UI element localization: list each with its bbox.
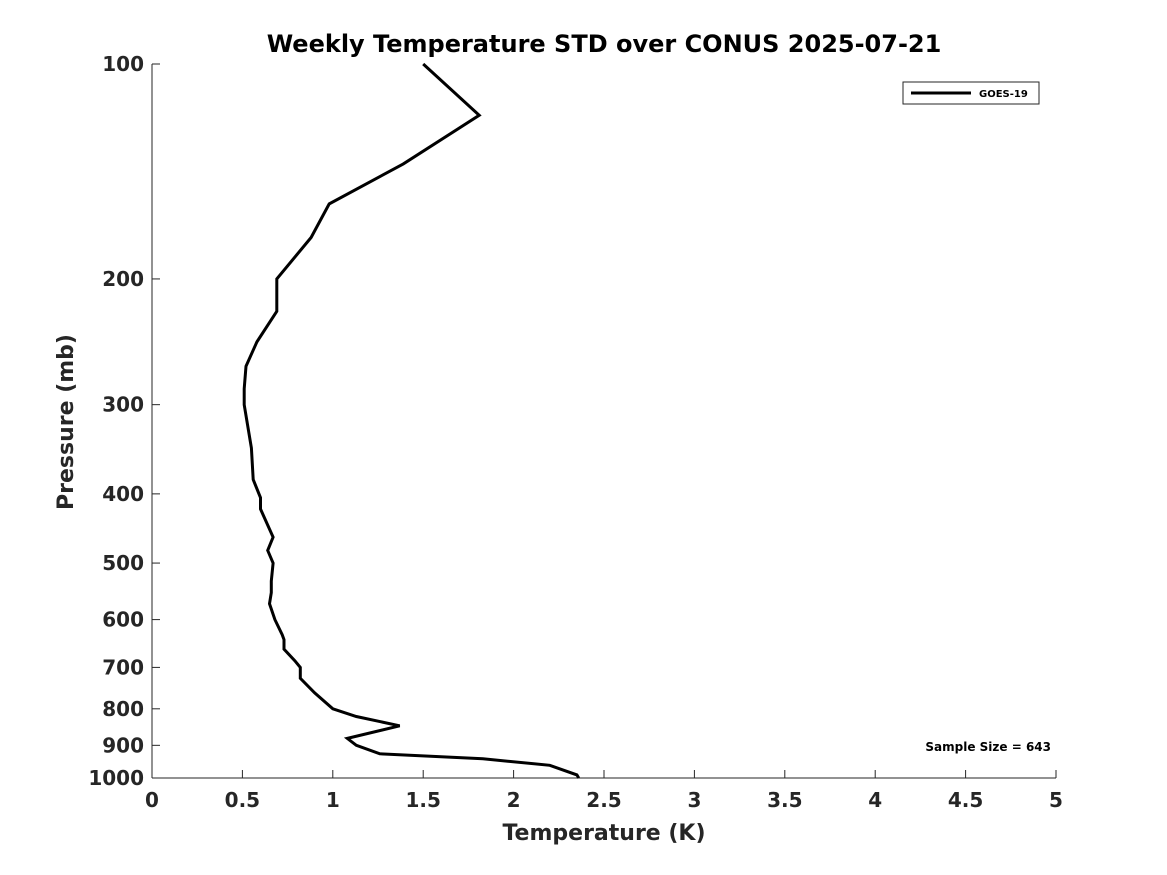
- sample-size-annotation: Sample Size = 643: [925, 740, 1051, 754]
- chart-title: Weekly Temperature STD over CONUS 2025-0…: [267, 30, 942, 58]
- x-tick-label: 3.5: [767, 788, 802, 812]
- legend-entry: GOES-19: [979, 89, 1028, 100]
- series-line-goes-19: [242, 62, 580, 779]
- y-tick-label: 500: [102, 551, 144, 575]
- y-tick-label: 700: [102, 655, 144, 679]
- x-tick-label: 0.5: [225, 788, 260, 812]
- x-tick-label: 4.5: [948, 788, 983, 812]
- y-tick-label: 900: [102, 733, 144, 757]
- y-tick-label: 300: [102, 393, 144, 417]
- y-axis-label: Pressure (mb): [54, 334, 79, 510]
- x-tick-label: 1: [326, 788, 340, 812]
- y-tick-label: 800: [102, 697, 144, 721]
- y-tick-label: 100: [102, 52, 144, 76]
- y-tick-label: 1000: [88, 766, 144, 790]
- y-tick-label: 400: [102, 482, 144, 506]
- plot-area: [152, 64, 1056, 778]
- x-tick-label: 3: [687, 788, 701, 812]
- y-tick-label: 200: [102, 267, 144, 291]
- x-tick-label: 2: [507, 788, 521, 812]
- y-ticks: 100 200 300 400 500 600 700 800 900 1000: [88, 52, 160, 790]
- x-tick-label: 4: [868, 788, 882, 812]
- x-tick-label: 0: [145, 788, 159, 812]
- legend: GOES-19: [902, 81, 1040, 105]
- x-tick-label: 1.5: [405, 788, 440, 812]
- y-tick-label: 600: [102, 608, 144, 632]
- x-axis-label: Temperature (K): [502, 821, 705, 846]
- x-tick-label: 5: [1049, 788, 1063, 812]
- x-tick-label: 2.5: [586, 788, 621, 812]
- x-ticks: 0 0.5 1 1.5 2 2.5 3 3.5 4 4.5 5: [145, 770, 1063, 812]
- series-layer: [242, 62, 580, 779]
